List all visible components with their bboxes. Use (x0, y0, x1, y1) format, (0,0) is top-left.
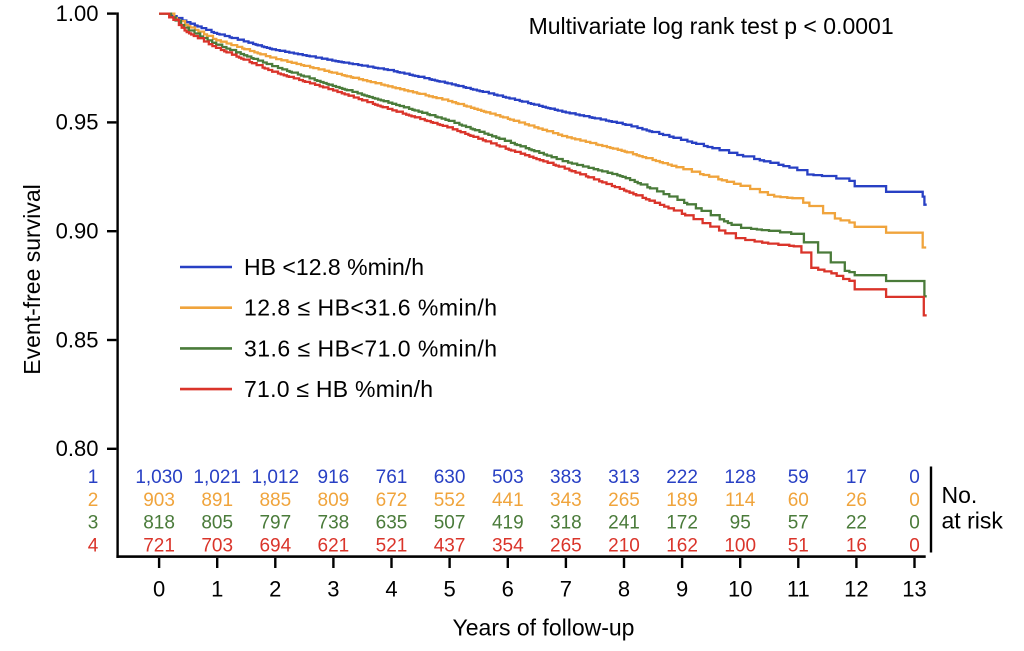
svg-text:738: 738 (318, 513, 350, 534)
svg-text:5: 5 (443, 576, 455, 601)
svg-text:100: 100 (724, 535, 756, 556)
svg-text:903: 903 (143, 490, 175, 511)
svg-text:0: 0 (909, 513, 920, 534)
svg-text:59: 59 (788, 467, 809, 488)
svg-text:0.90: 0.90 (56, 219, 99, 244)
svg-text:703: 703 (201, 535, 233, 556)
svg-text:313: 313 (608, 467, 640, 488)
svg-text:222: 222 (666, 467, 698, 488)
svg-text:0: 0 (909, 490, 920, 511)
svg-text:6: 6 (502, 576, 514, 601)
svg-text:1,012: 1,012 (252, 467, 300, 488)
svg-text:0: 0 (909, 467, 920, 488)
svg-text:at risk: at risk (942, 508, 1004, 534)
svg-text:Years of follow-up: Years of follow-up (453, 614, 635, 640)
svg-text:1,030: 1,030 (135, 467, 183, 488)
svg-text:4: 4 (385, 576, 397, 601)
svg-text:809: 809 (318, 490, 350, 511)
svg-text:761: 761 (376, 467, 408, 488)
svg-text:11: 11 (787, 576, 810, 601)
svg-text:343: 343 (550, 490, 582, 511)
svg-text:4: 4 (88, 535, 99, 556)
svg-text:437: 437 (434, 535, 466, 556)
svg-text:60: 60 (788, 490, 809, 511)
svg-text:3: 3 (88, 513, 99, 534)
svg-text:8: 8 (618, 576, 630, 601)
svg-text:507: 507 (434, 513, 466, 534)
svg-text:Multivariate log rank test p <: Multivariate log rank test p < 0.0001 (529, 13, 894, 39)
svg-text:630: 630 (434, 467, 466, 488)
svg-text:694: 694 (259, 535, 291, 556)
svg-text:552: 552 (434, 490, 466, 511)
svg-text:114: 114 (725, 490, 756, 511)
svg-text:16: 16 (846, 535, 867, 556)
svg-text:265: 265 (550, 535, 582, 556)
svg-text:916: 916 (318, 467, 350, 488)
svg-text:318: 318 (550, 513, 582, 534)
svg-text:172: 172 (666, 513, 698, 534)
svg-text:0: 0 (153, 576, 165, 601)
svg-text:1: 1 (211, 576, 223, 601)
svg-text:805: 805 (201, 513, 233, 534)
svg-text:1.00: 1.00 (56, 1, 99, 26)
svg-text:354: 354 (492, 535, 524, 556)
svg-text:521: 521 (376, 535, 408, 556)
svg-text:7: 7 (560, 576, 572, 601)
svg-text:162: 162 (666, 535, 698, 556)
svg-text:12: 12 (844, 576, 868, 601)
svg-text:3: 3 (327, 576, 339, 601)
svg-text:210: 210 (608, 535, 640, 556)
svg-text:0.80: 0.80 (56, 436, 99, 461)
svg-text:1: 1 (88, 467, 99, 488)
svg-text:13: 13 (902, 576, 926, 601)
svg-text:71.0 ≤ HB %min/h: 71.0 ≤ HB %min/h (244, 376, 433, 402)
svg-text:2: 2 (88, 490, 99, 511)
svg-text:189: 189 (666, 490, 698, 511)
svg-text:12.8 ≤ HB<31.6 %min/h: 12.8 ≤ HB<31.6 %min/h (244, 295, 497, 321)
svg-text:9: 9 (676, 576, 688, 601)
svg-text:0: 0 (909, 535, 920, 556)
svg-text:31.6 ≤ HB<71.0 %min/h: 31.6 ≤ HB<71.0 %min/h (244, 335, 497, 361)
svg-text:57: 57 (788, 513, 809, 534)
svg-text:818: 818 (143, 513, 175, 534)
svg-text:17: 17 (846, 467, 867, 488)
svg-text:2: 2 (269, 576, 281, 601)
svg-text:10: 10 (728, 576, 752, 601)
svg-text:635: 635 (376, 513, 408, 534)
svg-text:241: 241 (608, 513, 640, 534)
svg-text:No.: No. (942, 482, 978, 508)
svg-text:797: 797 (259, 513, 291, 534)
svg-text:265: 265 (608, 490, 640, 511)
svg-text:0.95: 0.95 (56, 110, 99, 135)
svg-text:26: 26 (846, 490, 867, 511)
svg-text:51: 51 (788, 535, 809, 556)
svg-text:672: 672 (376, 490, 408, 511)
svg-text:128: 128 (724, 467, 756, 488)
svg-text:Event-free survival: Event-free survival (19, 184, 45, 374)
svg-text:1,021: 1,021 (193, 467, 241, 488)
svg-text:383: 383 (550, 467, 582, 488)
svg-text:419: 419 (492, 513, 524, 534)
svg-text:721: 721 (143, 535, 175, 556)
svg-text:95: 95 (730, 513, 751, 534)
svg-text:441: 441 (492, 490, 524, 511)
svg-text:503: 503 (492, 467, 524, 488)
svg-text:0.85: 0.85 (56, 327, 99, 352)
svg-text:621: 621 (318, 535, 350, 556)
svg-text:22: 22 (846, 513, 867, 534)
svg-text:HB <12.8 %min/h: HB <12.8 %min/h (244, 254, 424, 280)
svg-text:885: 885 (259, 490, 291, 511)
svg-text:891: 891 (201, 490, 233, 511)
